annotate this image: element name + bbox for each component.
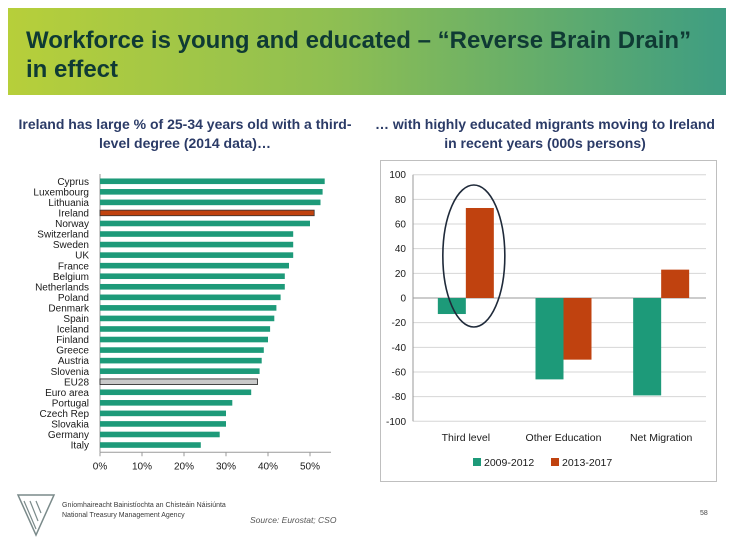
bar-2013-2017-third-level bbox=[465, 207, 494, 298]
bar-netherlands bbox=[100, 283, 285, 290]
category-label: UK bbox=[75, 251, 89, 262]
bar-austria bbox=[100, 357, 262, 364]
category-label: Belgium bbox=[53, 272, 89, 283]
bar-sweden bbox=[100, 241, 294, 248]
bar-portugal bbox=[100, 400, 233, 406]
category-label: EU28 bbox=[64, 377, 89, 388]
category-label: Norway bbox=[55, 219, 89, 230]
left-chart-title: Ireland has large % of 25-34 years old w… bbox=[18, 116, 352, 151]
page-number: 58 bbox=[700, 510, 708, 517]
y-tick-label: 100 bbox=[389, 170, 406, 181]
bar-italy bbox=[100, 442, 201, 448]
agency-name-irish: Gníomhaireacht Bainistíochta an Chisteái… bbox=[62, 502, 226, 509]
legend-label-0: 2009-2012 bbox=[484, 457, 534, 469]
category-label: Austria bbox=[58, 356, 90, 367]
agency-name: Gníomhaireacht Bainistíochta an Chisteái… bbox=[62, 501, 226, 521]
x-tick-label: 40% bbox=[258, 461, 278, 472]
category-label: Iceland bbox=[57, 325, 89, 336]
bar-2009-2012-other-education bbox=[535, 298, 564, 380]
legend-swatch-0 bbox=[473, 458, 481, 466]
y-tick-label: -20 bbox=[392, 318, 407, 329]
category-label: Euro area bbox=[45, 388, 89, 399]
bar-france bbox=[100, 262, 289, 269]
category-label: Switzerland bbox=[37, 230, 89, 241]
agency-name-english: National Treasury Management Agency bbox=[62, 512, 185, 519]
category-label: Spain bbox=[63, 314, 89, 325]
category-label: Slovenia bbox=[51, 367, 90, 378]
y-tick-label: 20 bbox=[395, 269, 407, 280]
bar-iceland bbox=[100, 326, 271, 332]
bar-norway bbox=[100, 220, 310, 227]
bar-germany bbox=[100, 431, 220, 438]
category-label: Net Migration bbox=[630, 432, 693, 444]
y-tick-label: -60 bbox=[392, 367, 407, 378]
category-label: Ireland bbox=[58, 209, 89, 220]
bar-cyprus bbox=[100, 178, 325, 185]
bar-poland bbox=[100, 294, 281, 301]
right-chart-title: … with highly educated migrants moving t… bbox=[375, 116, 715, 151]
slide-title: Workforce is young and educated – “Rever… bbox=[26, 27, 692, 83]
bar-slovenia bbox=[100, 368, 260, 374]
y-tick-label: 80 bbox=[395, 195, 407, 206]
x-tick-label: 30% bbox=[216, 461, 236, 472]
category-label: Greece bbox=[56, 346, 89, 357]
category-label: Poland bbox=[58, 293, 89, 304]
bar-eu28 bbox=[99, 378, 258, 385]
y-tick-label: 0 bbox=[400, 294, 406, 305]
category-label: France bbox=[58, 261, 90, 272]
bar-2013-2017-net-migration bbox=[661, 269, 690, 298]
bar-czech-rep bbox=[100, 410, 226, 417]
category-label: Italy bbox=[71, 441, 89, 452]
category-label: Sweden bbox=[53, 240, 89, 251]
category-label: Czech Rep bbox=[40, 409, 90, 420]
y-tick-label: 40 bbox=[395, 244, 407, 255]
category-label: Denmark bbox=[48, 303, 90, 314]
category-label: Portugal bbox=[52, 398, 89, 409]
highlight-ellipse bbox=[442, 184, 506, 328]
bar-belgium bbox=[100, 273, 285, 280]
category-label: Lithuania bbox=[48, 198, 89, 209]
bar-greece bbox=[100, 347, 264, 353]
y-tick-label: -100 bbox=[386, 417, 406, 428]
bar-euro-area bbox=[100, 389, 252, 396]
bar-2009-2012-net-migration bbox=[633, 298, 662, 396]
category-label: Netherlands bbox=[35, 282, 89, 293]
legend-label-1: 2013-2017 bbox=[562, 457, 612, 469]
category-label: Other Education bbox=[526, 432, 602, 444]
category-label: Third level bbox=[442, 432, 490, 444]
bar-ireland bbox=[99, 209, 315, 217]
category-label: Cyprus bbox=[57, 177, 89, 188]
bar-uk bbox=[100, 252, 294, 258]
ntma-logo-icon bbox=[16, 494, 56, 537]
y-tick-label: -40 bbox=[392, 343, 407, 354]
x-tick-label: 0% bbox=[93, 461, 108, 472]
bar-luxembourg bbox=[100, 189, 323, 195]
bar-lithuania bbox=[100, 199, 321, 206]
bar-denmark bbox=[100, 305, 277, 311]
x-tick-label: 50% bbox=[300, 461, 320, 472]
category-label: Luxembourg bbox=[33, 187, 89, 198]
source-note: Source: Eurostat; CSO bbox=[250, 515, 337, 525]
category-label: Slovakia bbox=[51, 420, 89, 431]
bar-2013-2017-other-education bbox=[563, 298, 592, 360]
legend-swatch-1 bbox=[551, 458, 559, 466]
y-tick-label: 60 bbox=[395, 220, 407, 231]
category-label: Germany bbox=[48, 430, 89, 441]
bar-finland bbox=[100, 336, 268, 343]
y-tick-label: -80 bbox=[392, 392, 407, 403]
category-label: Finland bbox=[56, 335, 89, 346]
title-banner: Workforce is young and educated – “Rever… bbox=[8, 8, 726, 95]
bar-switzerland bbox=[100, 231, 294, 237]
x-tick-label: 20% bbox=[174, 461, 194, 472]
bar-spain bbox=[100, 315, 275, 322]
bar-slovakia bbox=[100, 421, 226, 427]
x-tick-label: 10% bbox=[132, 461, 152, 472]
